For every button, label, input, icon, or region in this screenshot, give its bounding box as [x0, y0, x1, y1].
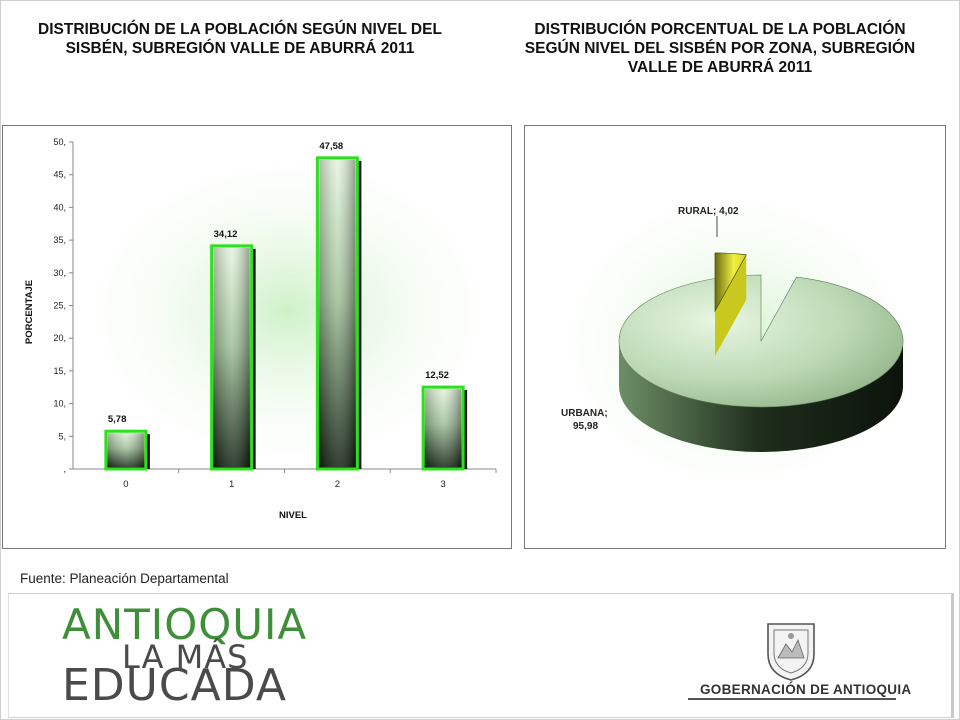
- source-note: Fuente: Planeación Departamental: [20, 571, 229, 586]
- bar-marks: 5,78 34,12 47,58 12,52: [104, 141, 468, 471]
- pie-chart-title: DISTRIBUCIÓN PORCENTUAL DE LA POBLACIÓN …: [524, 21, 916, 76]
- bar-chart-panel: , 5, 10, 15, 20, 25, 30, 35, 40, 45, 50, 0 1 2 3 5,78 3…: [2, 125, 512, 549]
- bar-value-label: 47,58: [319, 141, 343, 152]
- pie-chart-panel: RURAL; 4,02 URBANA; 95,98: [524, 125, 946, 549]
- footer-logo-box: [8, 593, 954, 718]
- pie-rural-side-face: [715, 254, 747, 356]
- bar-sheen: [213, 247, 250, 467]
- x-tick-label: 1: [229, 479, 234, 490]
- y-tick-label: 20,: [53, 333, 66, 343]
- bar-value-label: 5,78: [108, 414, 127, 425]
- gobernacion-label: GOBERNACIÓN DE ANTIOQUIA: [700, 682, 912, 697]
- pie-slice-rural: [714, 252, 747, 313]
- bar-sheen: [107, 433, 144, 467]
- y-tick-label: 50,: [53, 137, 66, 147]
- y-tick-label: 10,: [53, 399, 66, 409]
- pie-marks: [618, 252, 904, 452]
- pie-slice-urbana-side: [619, 341, 903, 452]
- slice-label-urbana: URBANA;: [561, 408, 608, 419]
- bar-sheen: [425, 389, 462, 467]
- logo-la-mas: LA MÁS: [122, 638, 249, 676]
- x-tick-label: 0: [123, 479, 128, 490]
- logo-educada: EDUCADA: [62, 660, 287, 711]
- y-tick-label: 35,: [53, 235, 66, 245]
- logo-antioquia: ANTIOQUIA: [62, 600, 308, 649]
- y-tick-label: 40,: [53, 202, 66, 212]
- slice-label-rural: RURAL; 4,02: [678, 206, 739, 217]
- x-tick-label: 3: [440, 479, 445, 490]
- y-tick-label: 30,: [53, 268, 66, 278]
- plot-glow: [58, 136, 511, 486]
- bar-chart-title: DISTRIBUCIÓN DE LA POBLACIÓN SEGÚN NIVEL…: [38, 21, 442, 57]
- bar-value-label: 12,52: [425, 370, 449, 381]
- y-tick-label: 45,: [53, 170, 66, 180]
- y-tick-label: 25,: [53, 301, 66, 311]
- bar-value-label: 34,12: [214, 229, 238, 240]
- x-tick-label: 2: [335, 479, 340, 490]
- bar-chart: , 5, 10, 15, 20, 25, 30, 35, 40, 45, 50, 0 1 2 3 5,78 3…: [24, 136, 511, 521]
- y-tick-label: 15,: [53, 366, 66, 376]
- pie-slice-urbana: [618, 274, 904, 408]
- coat-of-arms-icon: [767, 623, 815, 681]
- x-axis-label: NIVEL: [279, 510, 307, 521]
- y-tick-label: ,: [63, 464, 66, 474]
- slice-value-urbana: 95,98: [573, 421, 598, 432]
- y-tick-label: 5,: [58, 431, 66, 441]
- bar-sheen: [319, 159, 356, 468]
- pie-chart: RURAL; 4,02 URBANA; 95,98: [535, 171, 935, 511]
- gobernacion-underline: [688, 698, 896, 700]
- y-axis-label: PORCENTAJE: [24, 280, 35, 344]
